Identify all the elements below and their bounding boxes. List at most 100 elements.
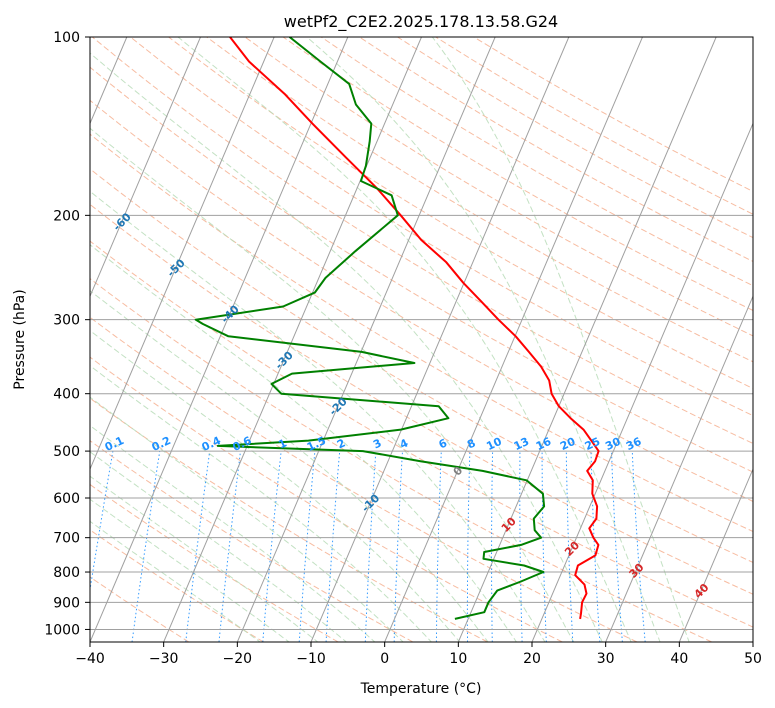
- dry-adiabat: [90, 240, 753, 628]
- profiles: [194, 37, 600, 620]
- isotherm: [90, 37, 349, 642]
- dry-adiabat: [90, 576, 190, 642]
- x-tick-label: 40: [670, 651, 688, 667]
- y-axis-title: Pressure (hPa): [12, 289, 28, 389]
- isotherm-label: -50: [165, 256, 188, 279]
- y-tick-label: 200: [53, 208, 80, 224]
- moist-adiabat: [90, 190, 546, 642]
- isotherm-label: -10: [359, 491, 382, 514]
- mixing-ratio-line: [364, 451, 377, 642]
- y-tick-label: 300: [53, 313, 80, 329]
- dry-adiabat: [90, 168, 753, 563]
- isotherm: [90, 37, 201, 298]
- x-tick-label: −30: [149, 651, 179, 667]
- temperature-profile: [229, 37, 600, 620]
- mixing-ratio-label: 30: [603, 435, 623, 453]
- isotherm: [531, 122, 753, 642]
- mixing-ratio-label: 36: [624, 435, 644, 453]
- mixing-ratio-label: 10: [484, 435, 504, 453]
- x-axis-title: Temperature (°C): [360, 681, 482, 697]
- x-tick-label: 50: [744, 651, 762, 667]
- moist-adiabat: [431, 37, 690, 642]
- dry-adiabat: [90, 66, 753, 473]
- moist-adiabat: [90, 475, 319, 642]
- isotherm-label: 40: [692, 581, 712, 601]
- x-tick-label: 30: [597, 651, 615, 667]
- grid-lines: [90, 37, 753, 642]
- dry-adiabat: [90, 316, 638, 642]
- mixing-ratio-label: 6: [437, 436, 450, 451]
- isotherm-label: -60: [111, 210, 134, 233]
- moist-adiabat: [90, 520, 262, 642]
- isotherm: [384, 37, 643, 642]
- mixing-ratio-line: [631, 451, 646, 642]
- isotherm: [457, 37, 717, 642]
- mixing-ratio-line: [611, 451, 623, 642]
- dry-adiabat: [90, 440, 414, 642]
- mixing-ratio-line: [262, 451, 282, 642]
- mixing-ratio-line: [185, 451, 211, 642]
- isotherm-label: 20: [562, 539, 582, 559]
- mixing-ratio-line: [218, 451, 241, 642]
- background-lines: [90, 37, 753, 642]
- y-tick-label: 900: [53, 595, 80, 611]
- isotherm: [605, 295, 753, 642]
- dry-adiabat: [206, 37, 753, 363]
- mixing-ratio-label: 13: [512, 435, 531, 453]
- isotherm: [163, 37, 422, 642]
- y-tick-label: 600: [53, 491, 80, 507]
- y-tick-label: 700: [53, 531, 80, 547]
- dewpoint-profile: [194, 37, 546, 620]
- mixing-ratio-line: [435, 451, 442, 642]
- dry-adiabat: [90, 356, 563, 642]
- moist-adiabat: [177, 37, 632, 642]
- moist-adiabat: [90, 329, 461, 642]
- moist-adiabat: [306, 37, 661, 642]
- isotherm: [678, 467, 753, 642]
- isotherm-label: 0: [451, 464, 466, 479]
- moist-adiabat: [90, 290, 489, 642]
- dry-adiabat: [90, 483, 339, 642]
- dry-adiabat: [130, 37, 753, 417]
- dry-adiabat: [90, 397, 488, 642]
- isotherm: [236, 37, 496, 642]
- mixing-ratio-line: [466, 451, 471, 642]
- y-tick-label: 100: [53, 30, 80, 46]
- dry-adiabat: [282, 37, 753, 312]
- x-tick-label: 10: [449, 651, 467, 667]
- x-tick-label: −10: [296, 651, 326, 667]
- mixing-ratio-line: [90, 451, 114, 593]
- y-tick-label: 400: [53, 387, 80, 403]
- moist-adiabat: [90, 396, 404, 642]
- chart-title: wetPf2_C2E2.2025.178.13.58.G24: [284, 12, 558, 32]
- isotherm: [90, 37, 275, 471]
- mixing-ratio-label: 3: [371, 436, 383, 451]
- x-tick-label: 20: [523, 651, 541, 667]
- isotherm-label: -80: [3, 118, 26, 141]
- mixing-ratio-label: 16: [534, 435, 554, 453]
- x-tick-label: −40: [75, 651, 105, 667]
- mixing-ratio-label: 25: [583, 435, 602, 453]
- moist-adiabat: [90, 424, 376, 642]
- isotherm: [752, 640, 753, 642]
- mixing-ratio-label: 4: [398, 436, 411, 451]
- isotherm-label: -30: [273, 349, 296, 372]
- x-tick-label: −20: [223, 651, 253, 667]
- isotherm-label: -70: [57, 164, 80, 187]
- x-tick-label: 0: [380, 651, 389, 667]
- moist-adiabat: [90, 244, 518, 642]
- axes: −40 −30 −20 −10 0 10 20 30 40 5010020030040050060…: [44, 30, 762, 667]
- dry-adiabat: [90, 278, 712, 642]
- isotherm: [310, 37, 570, 642]
- dry-adiabat: [90, 133, 753, 533]
- dry-adiabat: [244, 37, 753, 337]
- moist-adiabat: [90, 365, 433, 642]
- mixing-ratio-line: [298, 451, 316, 642]
- y-tick-label: 500: [53, 444, 80, 460]
- dry-adiabat: [90, 529, 264, 642]
- plot-frame: [89, 36, 754, 643]
- mixing-ratio-line: [491, 451, 494, 642]
- moist-adiabat: [90, 451, 348, 642]
- line-labels: 0.10.20.40.611.52346810131620253036-100-…: [3, 118, 712, 601]
